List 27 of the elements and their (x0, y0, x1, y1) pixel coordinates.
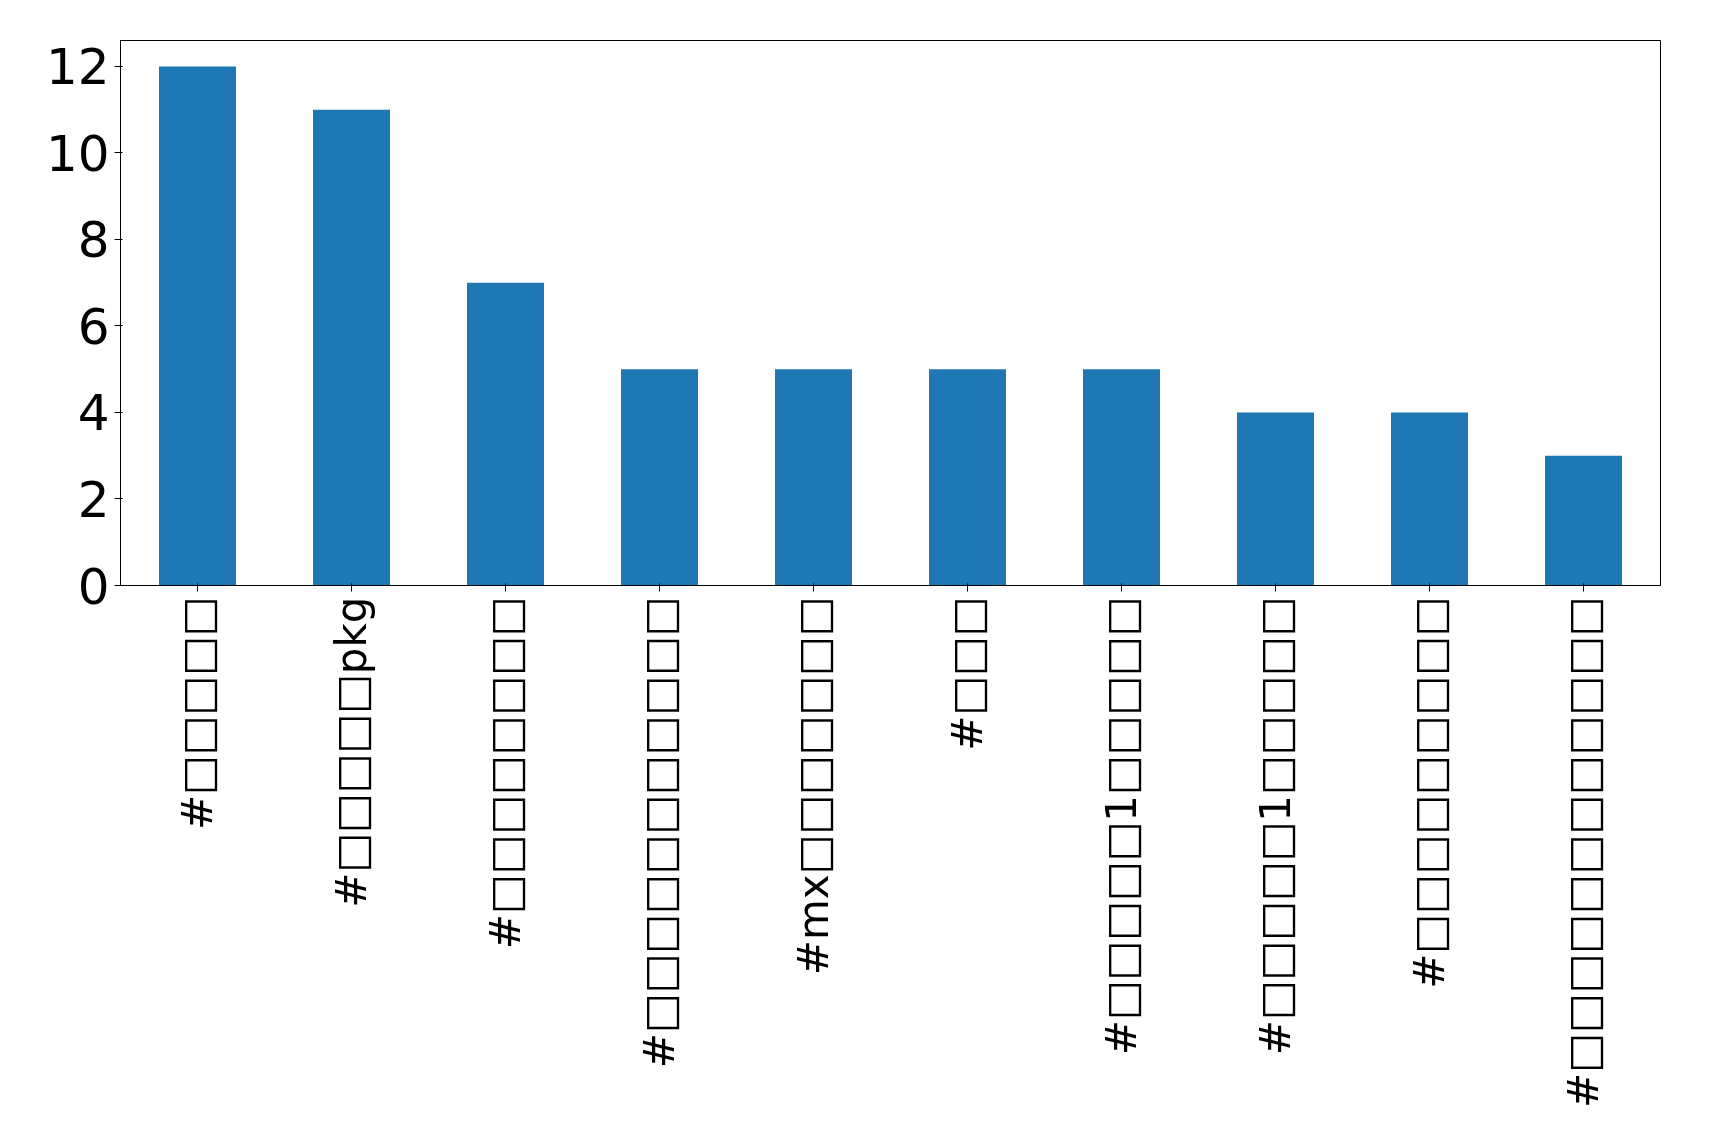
bar (1237, 412, 1314, 586)
bar (775, 369, 852, 586)
bar (1083, 369, 1160, 586)
bar (621, 369, 698, 586)
x-tick-label: #mx□□□□□□□ (789, 596, 838, 976)
x-tick-label: #□□□□□1□□□□□ (1251, 596, 1300, 1056)
y-tick-label: 0 (77, 557, 110, 616)
bar (1391, 412, 1468, 586)
x-tick-label: #□□□□□1□□□□□ (1097, 596, 1146, 1056)
bar (159, 66, 236, 586)
x-tick-label: #□□□□□pkg (327, 596, 376, 908)
x-tick-label: #□□□□□□□□□□□ (635, 596, 684, 1069)
y-tick-label: 2 (77, 470, 110, 529)
bar (1545, 455, 1622, 586)
x-tick-label: #□□□□□ (173, 596, 222, 831)
y-tick-label: 4 (77, 384, 110, 443)
x-tick-label: #□□□□□□□□□□□□ (1559, 596, 1608, 1108)
x-tick-label: #□□□□□□□□ (481, 596, 530, 950)
bar (929, 369, 1006, 586)
y-tick-label: 8 (77, 211, 110, 270)
y-tick-label: 10 (45, 124, 110, 183)
bar (467, 282, 544, 586)
y-tick-label: 6 (77, 297, 110, 356)
bar (313, 109, 390, 586)
x-tick-label: #□□□□□□□□□ (1405, 596, 1454, 989)
x-tick-label: #□□□ (943, 596, 992, 751)
y-tick-label: 12 (45, 38, 110, 97)
